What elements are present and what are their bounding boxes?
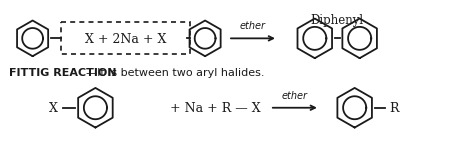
Text: Diphenyl: Diphenyl	[310, 14, 363, 27]
Bar	[60, 22, 190, 54]
Text: FITTIG REACTION: FITTIG REACTION	[9, 68, 116, 78]
Text: ether: ether	[240, 21, 266, 31]
Text: X: X	[49, 102, 58, 115]
Text: R: R	[389, 102, 399, 115]
Text: —It is between two aryl halides.: —It is between two aryl halides.	[87, 68, 265, 78]
Text: + Na + R — X: + Na + R — X	[170, 102, 260, 115]
Text: X + 2Na + X: X + 2Na + X	[85, 33, 166, 46]
Text: ether: ether	[282, 91, 308, 101]
